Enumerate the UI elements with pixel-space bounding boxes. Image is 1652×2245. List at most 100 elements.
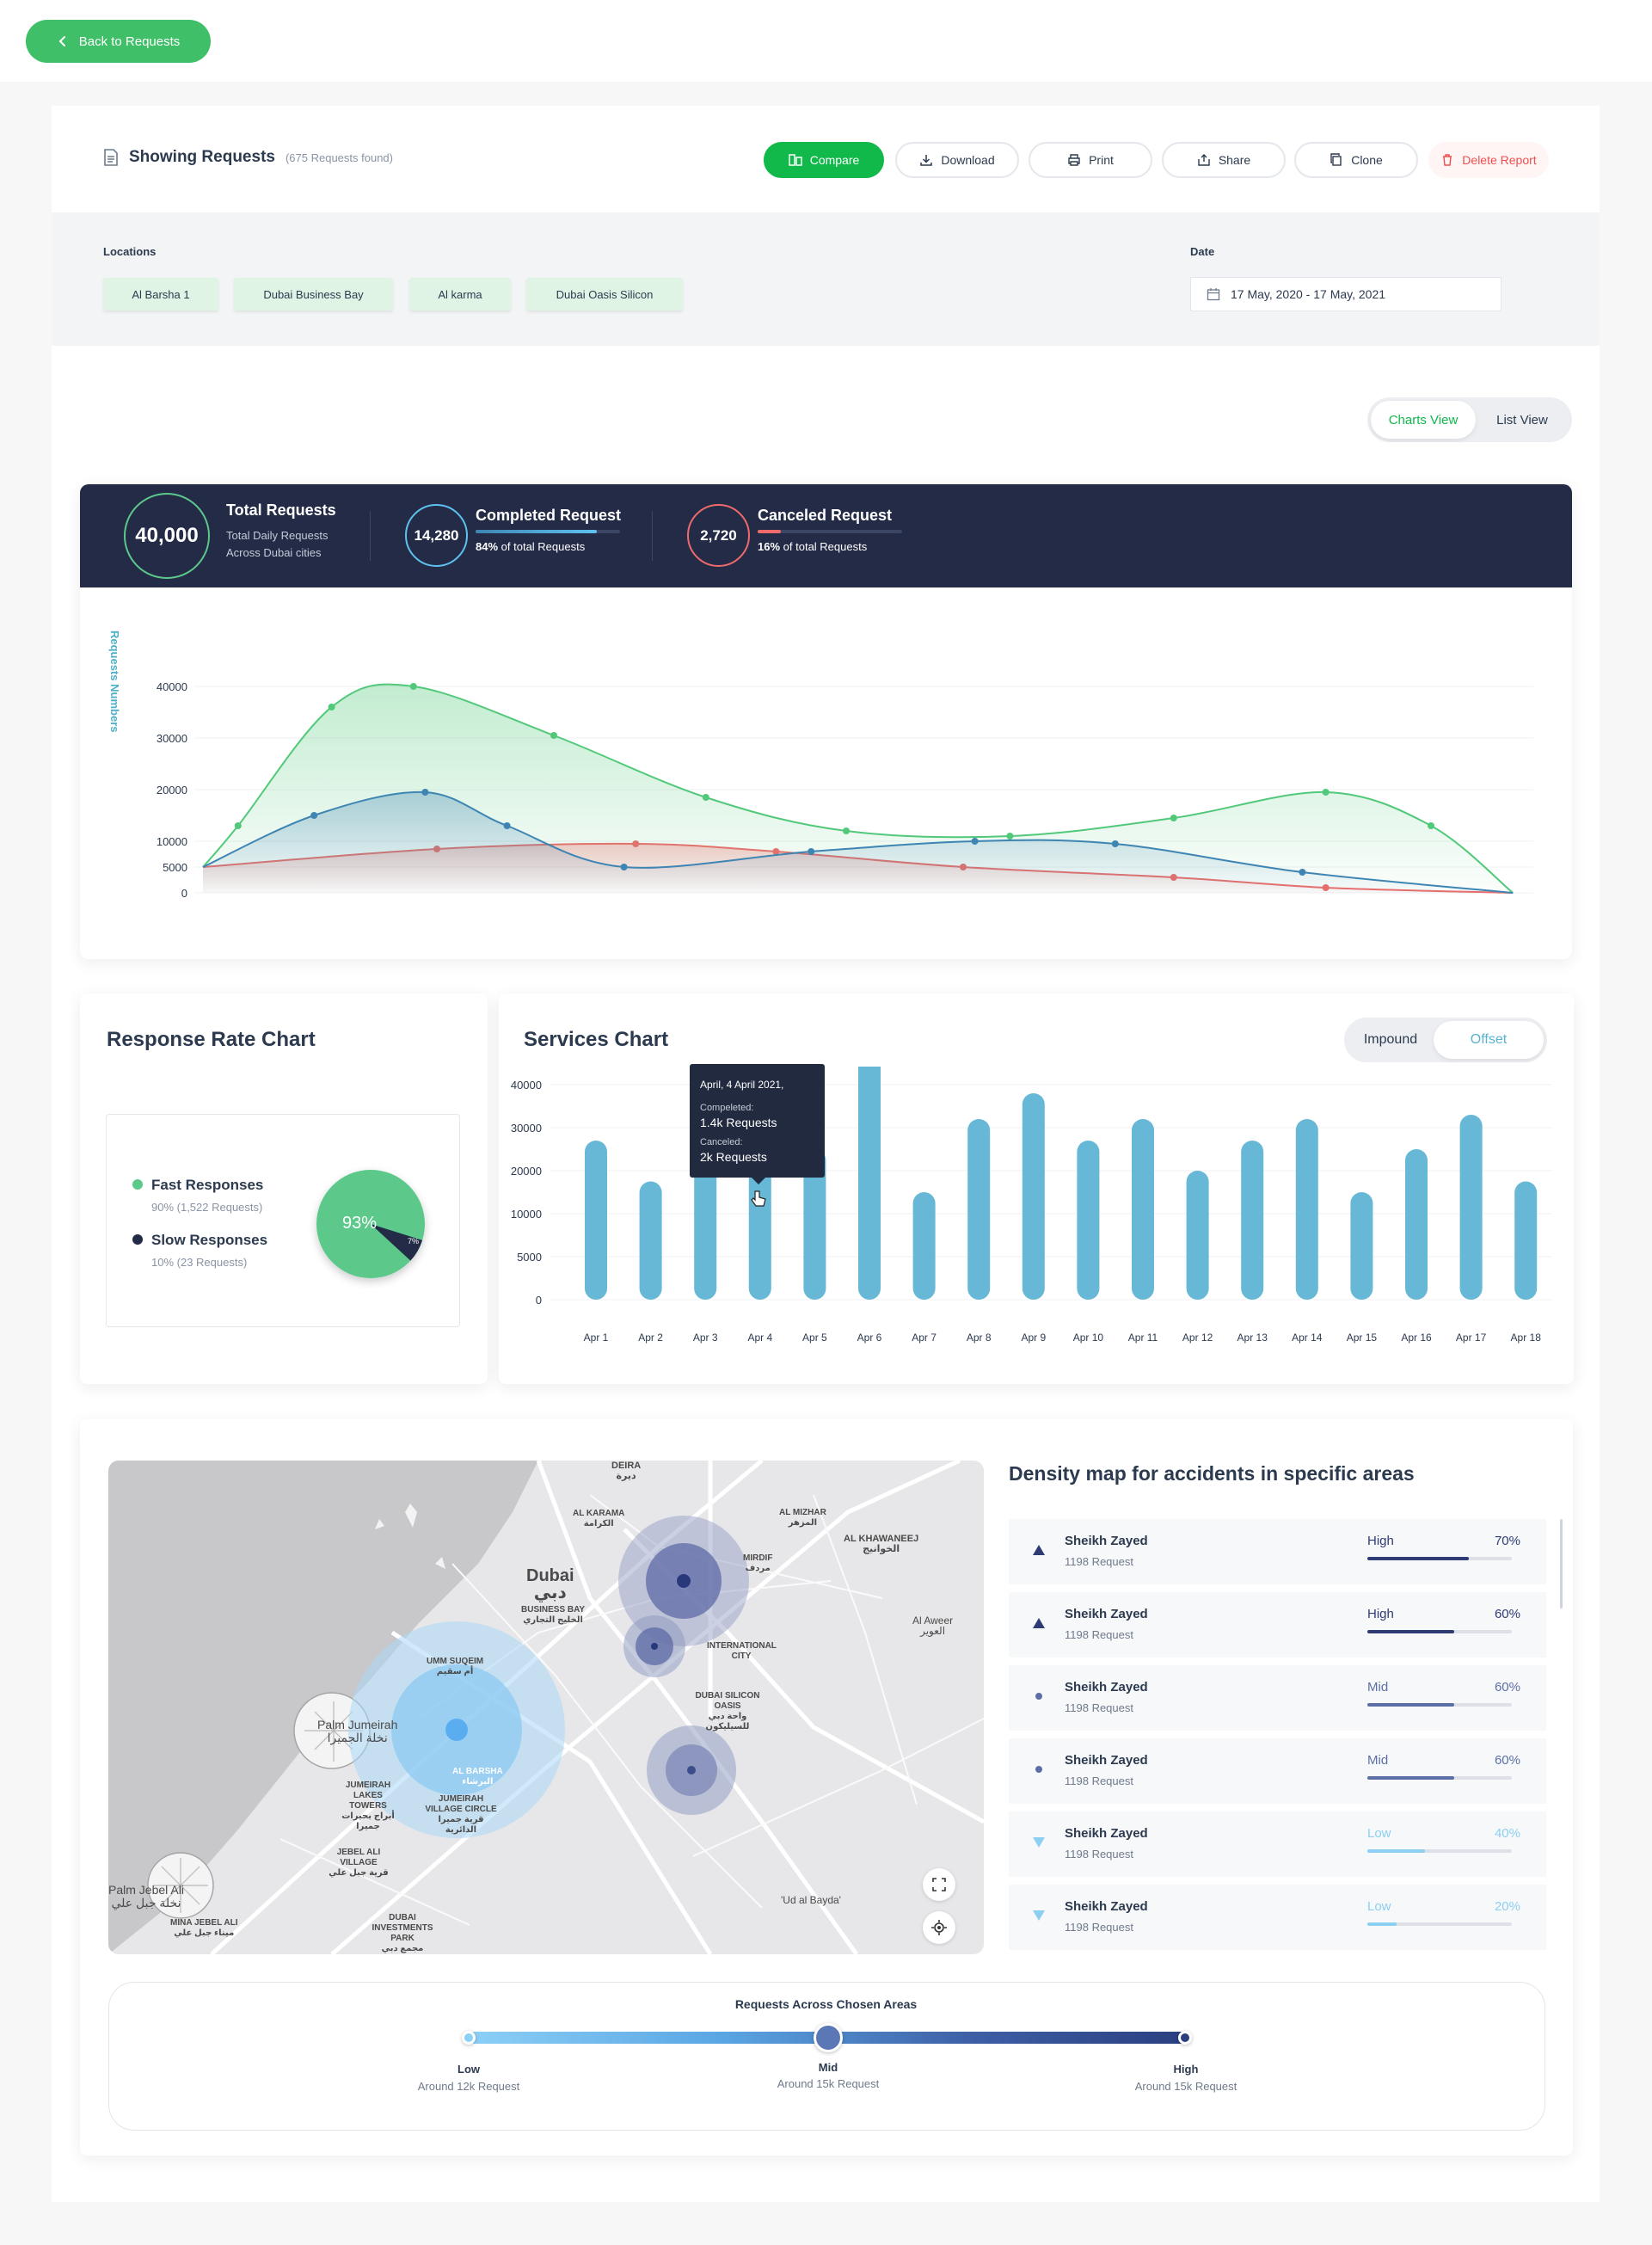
mid-handle[interactable] bbox=[814, 2023, 843, 2052]
requests-found-count: (675 Requests found) bbox=[285, 151, 393, 164]
bar bbox=[1459, 1115, 1483, 1300]
tab-impound[interactable]: Impound bbox=[1363, 1032, 1418, 1047]
pie-slice bbox=[371, 1224, 423, 1261]
series-line bbox=[202, 790, 1514, 894]
tab-charts-view[interactable]: Charts View bbox=[1371, 401, 1476, 439]
density-bar bbox=[1367, 1776, 1512, 1780]
chevron-left-icon bbox=[58, 36, 65, 46]
area-name: Sheikh Zayed bbox=[1065, 1680, 1148, 1695]
divider bbox=[652, 511, 653, 561]
density-level: High bbox=[1367, 1534, 1394, 1548]
map-label: 'Ud al Bayda' bbox=[781, 1894, 841, 1906]
response-rate-title: Response Rate Chart bbox=[107, 1028, 316, 1051]
clone-button[interactable]: Clone bbox=[1294, 142, 1418, 178]
data-point bbox=[328, 704, 335, 710]
x-tick-label: Apr 9 bbox=[1021, 1332, 1046, 1344]
density-row[interactable]: Sheikh Zayed 1198 Request High 60% bbox=[1009, 1592, 1546, 1658]
areas-title: Requests Across Chosen Areas bbox=[734, 1997, 918, 2011]
x-tick-label: Apr 11 bbox=[1128, 1332, 1158, 1344]
compare-button[interactable]: Compare bbox=[764, 142, 884, 178]
high-sub: Around 15k Request bbox=[1134, 2080, 1237, 2093]
data-point bbox=[1322, 789, 1330, 796]
share-button[interactable]: Share bbox=[1162, 142, 1286, 178]
x-tick-label: Apr 2 bbox=[638, 1332, 663, 1344]
density-percent: 60% bbox=[1494, 1753, 1520, 1768]
back-to-requests-button[interactable]: Back to Requests bbox=[26, 20, 211, 63]
download-icon bbox=[920, 155, 933, 166]
density-bar bbox=[1367, 1630, 1512, 1633]
legend-fast: Fast Responses bbox=[132, 1177, 263, 1194]
map-label: DUBAI INVESTMENTS PARK مجمع دبي bbox=[372, 1913, 433, 1953]
y-axis-label: Requests Numbers bbox=[108, 630, 121, 732]
area-requests: 1198 Request bbox=[1065, 1921, 1133, 1934]
density-row[interactable]: Sheikh Zayed 1198 Request Low 20% bbox=[1009, 1885, 1546, 1950]
tooltip-completed-value: 1.4k Requests bbox=[700, 1116, 777, 1129]
date-range-field[interactable]: 17 May, 2020 - 17 May, 2021 bbox=[1190, 277, 1502, 311]
y-tick-label: 10000 bbox=[157, 835, 187, 848]
density-map[interactable]: DEIRA ديرة AL KARAMA الكرامة AL MIZHAR المز… bbox=[108, 1461, 984, 1954]
y-tick-label: 10000 bbox=[511, 1208, 542, 1221]
data-point bbox=[808, 848, 815, 855]
top-bar bbox=[0, 0, 1652, 82]
requests-area-chart: 05000100002000030000400001:00 AM3:00 AM5… bbox=[108, 630, 1533, 900]
print-button[interactable]: Print bbox=[1029, 142, 1152, 178]
locate-button[interactable] bbox=[923, 1911, 955, 1944]
total-requests-sub1: Total Daily Requests bbox=[226, 529, 329, 542]
map-label: AL MIZHAR المزهر bbox=[779, 1508, 826, 1528]
density-row[interactable]: Sheikh Zayed 1198 Request Low 40% bbox=[1009, 1811, 1546, 1877]
y-tick-label: 40000 bbox=[511, 1079, 542, 1092]
x-tick-label: Apr 14 bbox=[1292, 1332, 1323, 1344]
map-canvas bbox=[108, 1461, 984, 1954]
y-tick-label: 20000 bbox=[157, 784, 187, 797]
fullscreen-icon bbox=[932, 1878, 946, 1891]
tab-offset[interactable]: Offset bbox=[1434, 1021, 1544, 1059]
legend-slow: Slow Responses bbox=[132, 1232, 267, 1249]
data-point bbox=[409, 683, 417, 690]
data-point bbox=[843, 827, 850, 834]
bar bbox=[1295, 1119, 1318, 1300]
mid-label: Mid bbox=[818, 2061, 838, 2074]
high-handle[interactable] bbox=[1178, 2031, 1192, 2045]
density-bar bbox=[1367, 1922, 1512, 1926]
map-label: AL KHAWANEEJ الخوانيج bbox=[844, 1534, 919, 1554]
x-tick-label: Apr 12 bbox=[1182, 1332, 1213, 1344]
x-tick-label: Apr 10 bbox=[1073, 1332, 1104, 1344]
x-tick-label: Apr 3 bbox=[693, 1332, 718, 1344]
data-point bbox=[421, 789, 429, 796]
download-button[interactable]: Download bbox=[895, 142, 1019, 178]
x-tick-label: Apr 17 bbox=[1456, 1332, 1487, 1344]
location-chip[interactable]: Al Barsha 1 bbox=[103, 278, 218, 311]
canceled-pct: 16% bbox=[758, 540, 781, 553]
tooltip-canceled-label: Canceled: bbox=[700, 1137, 743, 1147]
services-chart-title: Services Chart bbox=[524, 1028, 669, 1051]
map-label: DEIRA ديرة bbox=[611, 1461, 642, 1481]
y-tick-label: 0 bbox=[181, 887, 187, 900]
density-row[interactable]: Sheikh Zayed 1198 Request Mid 60% bbox=[1009, 1738, 1546, 1804]
triangle-up-icon bbox=[1033, 1545, 1045, 1555]
density-row[interactable]: Sheikh Zayed 1198 Request High 70% bbox=[1009, 1519, 1546, 1584]
dot-icon bbox=[1035, 1766, 1042, 1773]
delete-report-button[interactable]: Delete Report bbox=[1428, 142, 1549, 178]
x-tick-label: Apr 1 bbox=[584, 1332, 609, 1344]
canceled-requests-title: Canceled Request bbox=[758, 507, 893, 524]
y-tick-label: 40000 bbox=[157, 680, 187, 693]
map-label: Al Aweer العوير bbox=[912, 1615, 954, 1637]
density-row[interactable]: Sheikh Zayed 1198 Request Mid 60% bbox=[1009, 1665, 1546, 1731]
data-point bbox=[1170, 815, 1177, 821]
summary-bar: 40,000 Total Requests Total Daily Reques… bbox=[80, 484, 1572, 587]
low-handle[interactable] bbox=[462, 2031, 476, 2045]
map-label: UMM SUQEIM أم سقيم bbox=[427, 1657, 484, 1676]
locations-label: Locations bbox=[103, 245, 157, 258]
completed-requests-value: 14,280 bbox=[405, 504, 468, 567]
map-label: JUMEIRAH LAKES TOWERS أبراج بحيرات جميرا bbox=[341, 1781, 395, 1831]
data-point bbox=[503, 822, 511, 829]
divider bbox=[370, 511, 371, 561]
location-chip[interactable]: Al karma bbox=[409, 278, 511, 311]
location-chip[interactable]: Dubai Business Bay bbox=[234, 278, 393, 311]
x-tick-label: Apr 5 bbox=[802, 1332, 827, 1344]
x-tick-label: Apr 8 bbox=[967, 1332, 992, 1344]
fullscreen-button[interactable] bbox=[923, 1868, 955, 1901]
scrollbar[interactable] bbox=[1560, 1519, 1563, 1608]
tab-list-view[interactable]: List View bbox=[1496, 412, 1548, 427]
location-chip[interactable]: Dubai Oasis Silicon bbox=[526, 278, 683, 311]
